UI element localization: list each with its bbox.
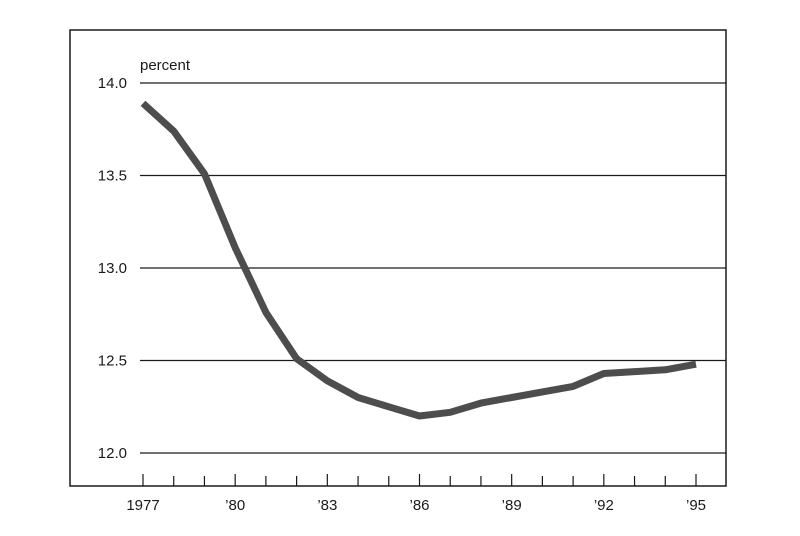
data-series (140, 100, 697, 420)
x-axis-tick-labels: 1977 ’80 ’83 ’86 ’89 ’92 ’95 (126, 497, 706, 514)
gridlines (140, 82, 726, 454)
x-tick-label: ’83 (317, 497, 337, 514)
y-axis-unit-label: percent (140, 57, 191, 74)
plot-frame (69, 29, 727, 487)
y-tick-label: 12.0 (98, 445, 127, 462)
x-tick-label: ’92 (594, 497, 614, 514)
series-line-0 (140, 100, 697, 420)
x-tick-label: ’95 (686, 497, 706, 514)
x-axis-ticks (142, 474, 697, 486)
y-tick-label: 14.0 (98, 75, 127, 92)
x-tick-label: ’86 (409, 497, 429, 514)
x-tick-label: 1977 (126, 497, 159, 514)
x-tick-label: ’89 (502, 497, 522, 514)
y-tick-label: 12.5 (98, 353, 127, 370)
y-tick-label: 13.5 (98, 168, 127, 185)
y-tick-label: 13.0 (98, 260, 127, 277)
x-tick-label: ’80 (225, 497, 245, 514)
y-axis-tick-labels: 12.0 12.5 13.0 13.5 14.0 (98, 75, 127, 462)
